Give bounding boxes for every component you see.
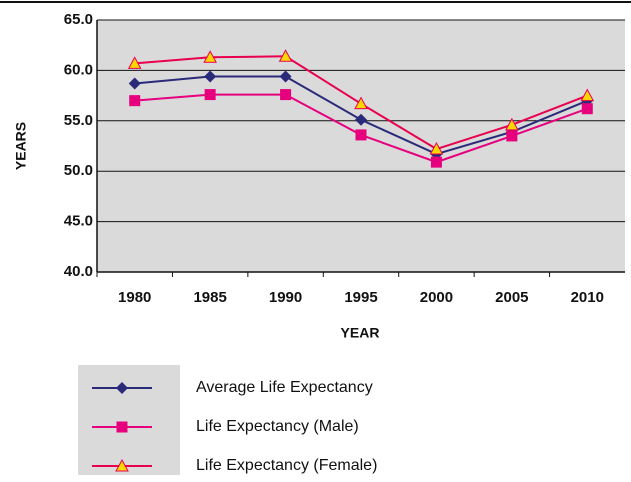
data-point [580,88,595,102]
data-point [279,70,292,83]
data-point [127,56,142,69]
y-tick-label: 50.0 [64,162,93,179]
data-point [505,117,519,131]
x-tick-label: 1990 [269,289,302,306]
y-tick-label: 40.0 [64,263,93,280]
x-tick-label: 2010 [571,289,604,306]
data-point [128,77,141,90]
data-point [129,95,141,107]
data-point [581,103,593,115]
x-tick-label: 1995 [344,289,377,306]
x-tick-label: 1980 [118,289,151,306]
legend-label: Life Expectancy (Female) [196,457,377,474]
data-point [355,113,367,126]
y-tick-label: 60.0 [64,61,93,78]
y-tick-label: 55.0 [64,112,93,129]
plot-area [97,20,625,272]
data-point [278,49,293,62]
legend-marker [116,421,128,433]
x-tick-label: 2005 [495,289,528,306]
data-point [204,89,216,101]
data-point [429,141,444,155]
legend-label: Average Life Expectancy [196,379,373,396]
data-point [506,130,518,142]
y-tick-label: 65.0 [64,11,93,28]
x-tick-label: 2000 [420,289,453,306]
legend-marker [115,458,129,472]
data-point [280,89,292,101]
legend-box [78,365,180,475]
data-point [354,96,368,110]
y-axis-title: YEARS [13,122,29,170]
y-tick-label: 45.0 [64,213,93,230]
data-point [204,70,217,83]
data-point [355,129,367,141]
x-tick-label: 1985 [193,289,226,306]
legend-marker [116,382,128,394]
x-axis-title: YEAR [341,325,380,341]
data-point [203,50,217,63]
legend-label: Life Expectancy (Male) [196,418,359,435]
data-point [430,156,442,168]
